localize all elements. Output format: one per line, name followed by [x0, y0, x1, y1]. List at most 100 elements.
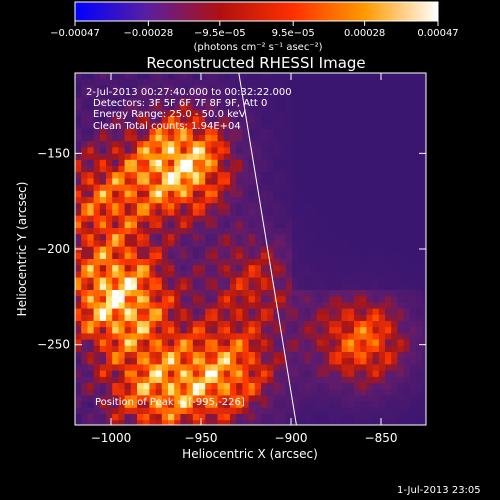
heatmap-cell [335, 184, 342, 192]
heatmap-cell [329, 383, 336, 390]
heatmap-cell [186, 277, 194, 285]
heatmap-cell [273, 376, 280, 384]
heatmap-cell [118, 364, 125, 371]
heatmap-cell [409, 85, 417, 92]
heatmap-cell [372, 376, 380, 384]
heatmap-cell [87, 283, 94, 291]
heatmap-cell [168, 370, 175, 378]
heatmap-cell [391, 190, 398, 198]
heatmap-cell [93, 420, 101, 425]
heatmap-cell [168, 420, 175, 425]
heatmap-cell [174, 265, 181, 272]
heatmap-cell [124, 240, 132, 247]
heatmap-cell [211, 358, 218, 365]
heatmap-cell [310, 203, 318, 210]
heatmap-cell [329, 364, 336, 371]
heatmap-cell [316, 333, 324, 340]
heatmap-cell [267, 197, 274, 204]
heatmap-cell [285, 73, 293, 80]
heatmap-cell [211, 414, 218, 421]
heatmap-cell [279, 302, 287, 309]
heatmap-cell [106, 197, 113, 204]
heatmap-cell [192, 246, 200, 254]
heatmap-cell [261, 283, 268, 291]
heatmap-cell [261, 259, 268, 266]
heatmap-cell [137, 135, 144, 142]
heatmap-cell [385, 190, 392, 198]
heatmap-cell [174, 240, 181, 247]
heatmap-cell [149, 128, 156, 136]
heatmap-cell [75, 376, 82, 384]
heatmap-cell [335, 277, 342, 285]
heatmap-cell [391, 389, 398, 396]
heatmap-cell [279, 389, 287, 396]
heatmap-cell [81, 97, 88, 105]
heatmap-cell [174, 79, 181, 86]
heatmap-cell [304, 407, 311, 415]
heatmap-cell [285, 203, 293, 210]
heatmap-cell [223, 147, 231, 154]
heatmap-cell [422, 283, 426, 291]
heatmap-cell [217, 228, 225, 235]
heatmap-cell [292, 97, 299, 105]
heatmap-cell [360, 135, 367, 142]
heatmap-cell [279, 79, 287, 86]
heatmap-cell [372, 203, 380, 210]
heatmap-cell [137, 91, 144, 99]
heatmap-cell [397, 172, 404, 179]
x-tick-label: −950 [185, 431, 218, 445]
heatmap-cell [93, 246, 101, 254]
heatmap-cell [106, 91, 113, 99]
heatmap-cell [236, 296, 243, 303]
heatmap-cell [366, 414, 373, 421]
heatmap-cell [298, 321, 305, 328]
heatmap-cell [279, 327, 287, 334]
heatmap-cell [223, 308, 231, 316]
heatmap-cell [168, 302, 175, 309]
heatmap-cell [360, 228, 367, 235]
heatmap-cell [149, 358, 156, 365]
heatmap-cell [341, 339, 349, 347]
heatmap-cell [118, 290, 125, 297]
heatmap-cell [323, 122, 330, 130]
heatmap-cell [391, 234, 398, 241]
heatmap-cell [323, 339, 330, 347]
heatmap-cell [75, 215, 82, 223]
heatmap-cell [366, 358, 373, 365]
heatmap-cell [155, 389, 163, 396]
heatmap-cell [329, 184, 336, 192]
heatmap-cell [372, 395, 380, 402]
heatmap-cell [242, 141, 249, 148]
heatmap-cell [378, 345, 386, 353]
heatmap-cell [372, 308, 380, 316]
heatmap-cell [155, 122, 163, 130]
heatmap-cell [75, 364, 82, 371]
heatmap-cell [360, 327, 367, 334]
heatmap-cell [211, 116, 218, 123]
heatmap-cell [242, 296, 249, 303]
heatmap-cell [261, 302, 268, 309]
heatmap-cell [267, 308, 274, 316]
heatmap-cell [329, 290, 336, 297]
heatmap-cell [378, 321, 386, 328]
heatmap-cell [217, 290, 225, 297]
heatmap-cell [261, 252, 268, 260]
heatmap-cell [87, 370, 94, 378]
heatmap-cell [273, 91, 280, 99]
heatmap-cell [285, 135, 293, 142]
heatmap-cell [323, 407, 330, 415]
heatmap-cell [285, 91, 293, 99]
heatmap-cell [186, 302, 194, 309]
heatmap-cell [391, 104, 398, 111]
heatmap-cell [329, 401, 336, 409]
heatmap-cell [391, 215, 398, 223]
heatmap-cell [316, 407, 324, 415]
heatmap-cell [199, 321, 206, 328]
heatmap-cell [267, 91, 274, 99]
heatmap-cell [93, 333, 101, 340]
heatmap-cell [360, 364, 367, 371]
heatmap-cell [267, 383, 274, 390]
heatmap-cell [93, 240, 101, 247]
heatmap-cell [149, 376, 156, 384]
heatmap-cell [211, 135, 218, 142]
